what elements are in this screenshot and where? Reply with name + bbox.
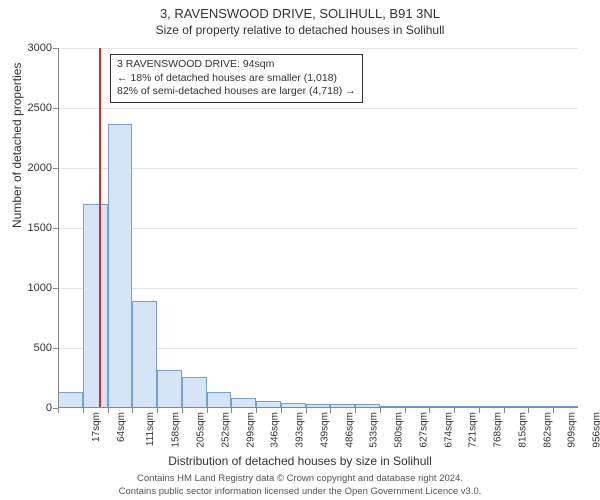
histogram-bar [58,392,83,408]
grid-line [58,228,578,229]
x-tick-label: 580sqm [394,412,405,448]
x-tick-mark [355,408,356,413]
x-tick-label: 439sqm [319,412,330,448]
x-axis-line [58,407,578,408]
x-tick-label: 768sqm [493,412,504,448]
annotation-line-1: 3 RAVENSWOOD DRIVE: 94sqm [117,58,356,72]
y-tick-label: 500 [34,342,58,354]
grid-line [58,288,578,289]
histogram-bar [182,377,207,408]
y-tick-label: 3000 [28,42,58,54]
x-tick-mark [479,408,480,413]
annotation-line-3: 82% of semi-detached houses are larger (… [117,85,356,99]
footer-line-1: Contains HM Land Registry data © Crown c… [0,473,600,485]
x-tick-mark [528,408,529,413]
x-tick-label: 252sqm [220,412,231,448]
x-tick-mark [429,408,430,413]
x-tick-label: 815sqm [518,412,529,448]
x-tick-label: 393sqm [295,412,306,448]
x-tick-mark [182,408,183,413]
x-tick-label: 721sqm [468,412,479,448]
x-tick-label: 299sqm [245,412,256,448]
y-tick-label: 0 [46,402,58,414]
x-tick-mark [306,408,307,413]
x-tick-mark [553,408,554,413]
x-tick-mark [380,408,381,413]
x-tick-mark [58,408,59,413]
y-tick-label: 1500 [28,222,58,234]
y-tick-label: 2500 [28,102,58,114]
x-tick-mark [504,408,505,413]
grid-line [58,48,578,49]
x-tick-mark [405,408,406,413]
histogram-bar [207,392,232,408]
x-tick-label: 64sqm [116,412,127,442]
x-tick-mark [330,408,331,413]
x-tick-label: 627sqm [418,412,429,448]
x-tick-mark [108,408,109,413]
y-tick-label: 1000 [28,282,58,294]
reference-line [99,48,101,408]
x-tick-label: 533sqm [369,412,380,448]
x-tick-label: 909sqm [567,412,578,448]
x-tick-label: 862sqm [542,412,553,448]
y-tick-label: 2000 [28,162,58,174]
x-tick-label: 17sqm [91,412,102,442]
x-tick-label: 111sqm [145,412,156,446]
chart-title: 3, RAVENSWOOD DRIVE, SOLIHULL, B91 3NL [0,0,600,21]
histogram-bar [108,124,133,408]
chart-container: 3, RAVENSWOOD DRIVE, SOLIHULL, B91 3NL S… [0,0,600,500]
x-tick-mark [231,408,232,413]
chart-subtitle: Size of property relative to detached ho… [0,21,600,37]
histogram-bar [132,301,157,408]
plot-region: 05001000150020002500300017sqm64sqm111sqm… [58,48,578,408]
y-axis-line [58,48,59,408]
grid-line [58,168,578,169]
grid-line [58,108,578,109]
x-tick-label: 205sqm [196,412,207,448]
x-tick-mark [281,408,282,413]
x-tick-label: 956sqm [592,412,600,448]
y-axis-label: Number of detached properties [10,63,24,228]
x-tick-mark [157,408,158,413]
x-tick-label: 674sqm [443,412,454,448]
x-tick-mark [207,408,208,413]
x-tick-label: 486sqm [344,412,355,448]
histogram-bar [83,204,108,408]
footer: Contains HM Land Registry data © Crown c… [0,473,600,498]
x-tick-mark [132,408,133,413]
x-tick-mark [83,408,84,413]
annotation-box: 3 RAVENSWOOD DRIVE: 94sqm ← 18% of detac… [110,54,363,103]
annotation-line-2: ← 18% of detached houses are smaller (1,… [117,72,356,86]
x-tick-label: 346sqm [270,412,281,448]
footer-line-2: Contains public sector information licen… [0,486,600,498]
x-tick-mark [256,408,257,413]
x-tick-mark [454,408,455,413]
histogram-bar [157,370,182,408]
x-tick-label: 158sqm [171,412,182,448]
x-axis-label: Distribution of detached houses by size … [0,454,600,468]
